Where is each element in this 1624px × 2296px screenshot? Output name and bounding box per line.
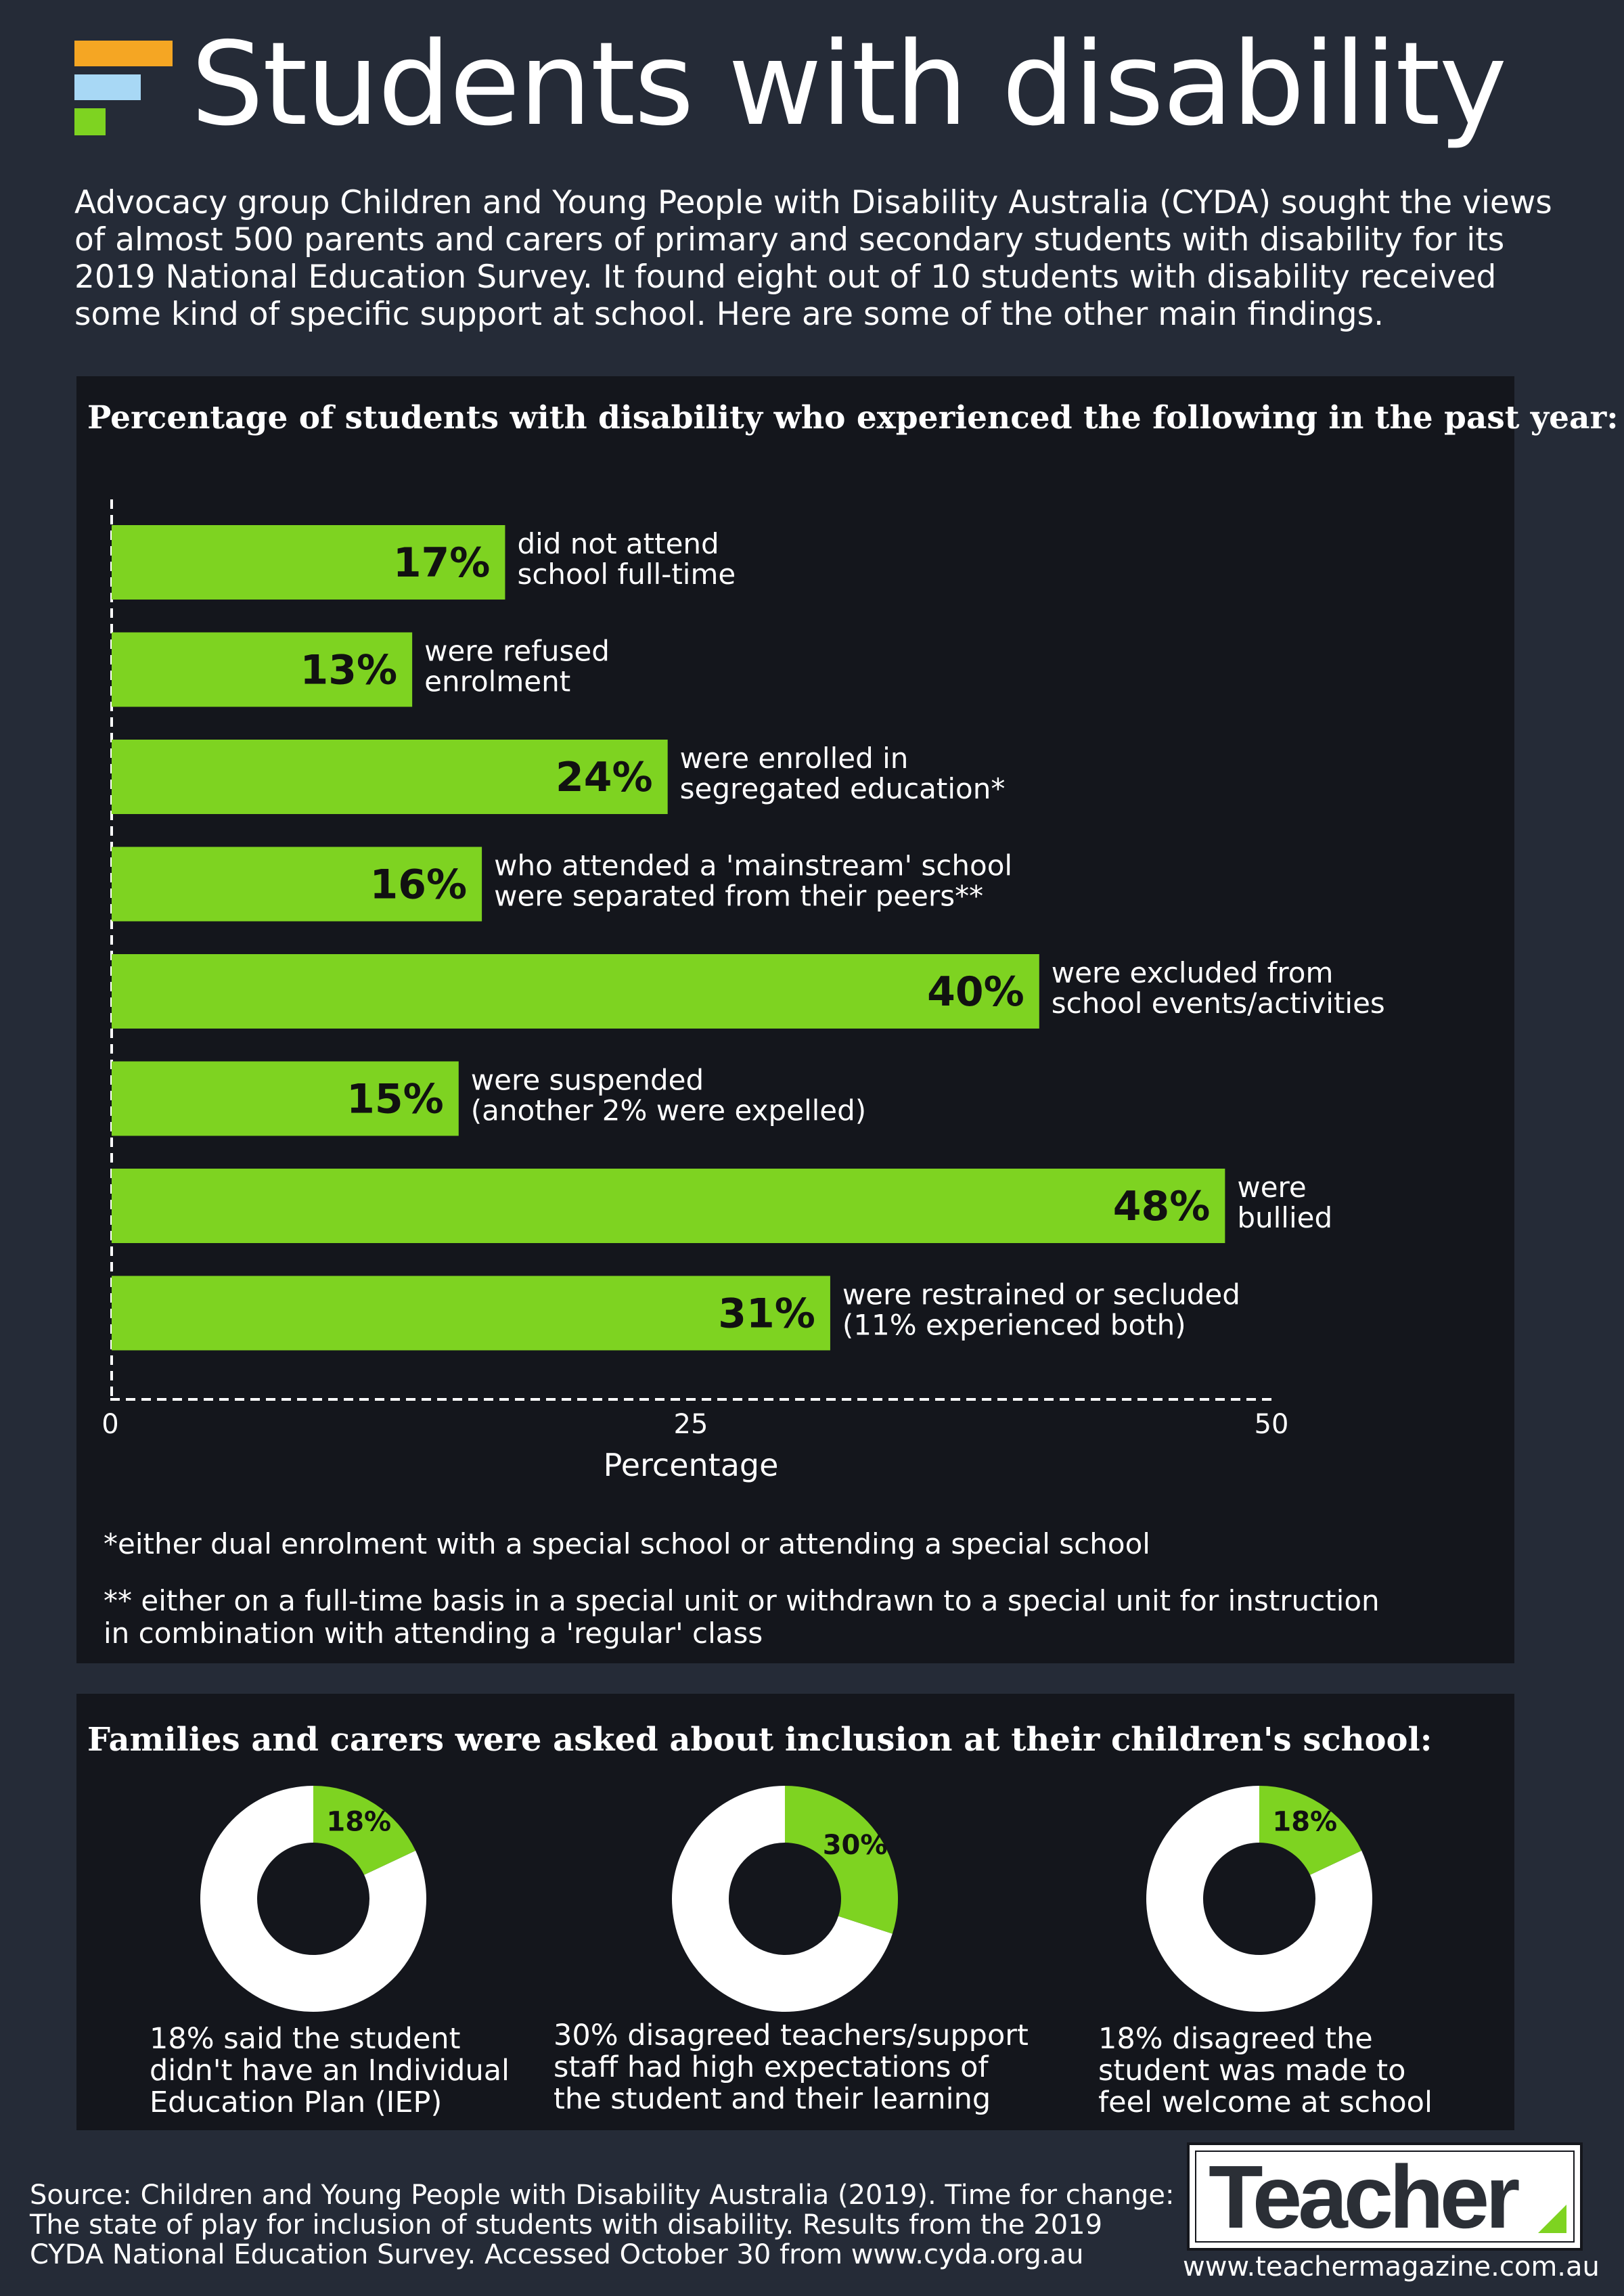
bar-category-label: (11% experienced both) xyxy=(842,1309,1186,1342)
donut-remainder-slice xyxy=(672,1786,893,2012)
bar-category-label: school events/activities xyxy=(1052,987,1385,1020)
footnote-segregated: *either dual enrolment with a special sc… xyxy=(104,1527,1150,1560)
x-tick-label: 50 xyxy=(1255,1409,1289,1440)
bar xyxy=(112,632,413,707)
bar-category-label: bullied xyxy=(1237,1201,1332,1234)
inclusion-panel: Families and carers were asked about inc… xyxy=(76,1694,1514,2130)
x-tick-label: 0 xyxy=(102,1409,118,1440)
bar-category-label: (another 2% were expelled) xyxy=(471,1094,866,1127)
donut-charts: 18% 30% 18% xyxy=(200,1786,1373,2012)
bar-value-label: 48% xyxy=(1113,1183,1211,1230)
bar-chart-title: Percentage of students with disability w… xyxy=(87,399,1619,436)
x-tick-label: 25 xyxy=(674,1409,708,1440)
logo-bar-orange xyxy=(74,41,173,66)
bar-category-label: who attended a 'mainstream' school xyxy=(494,849,1012,882)
donut-value-slice xyxy=(1259,1786,1362,1875)
bar-chart-panel: Percentage of students with disability w… xyxy=(76,376,1619,1663)
bar-category-label: were restrained or secluded xyxy=(842,1278,1240,1311)
bar-category-label: enrolment xyxy=(424,665,570,698)
logo-frame xyxy=(1195,2151,1575,2243)
brand-logo-mark xyxy=(74,41,173,135)
bar-category-label: were enrolled in xyxy=(680,742,909,775)
footnote-separated: ** either on a full-time basis in a spec… xyxy=(104,1584,1380,1650)
logo-bar-green xyxy=(74,108,106,135)
bar-value-label: 16% xyxy=(369,861,467,909)
donut-caption-welcome: 18% disagreed the student was made to fe… xyxy=(1098,2022,1433,2119)
website-url: www.teachermagazine.com.au xyxy=(1183,2251,1600,2282)
bar-value-label: 13% xyxy=(300,647,398,694)
donut-percent-label: 18% xyxy=(1272,1807,1337,1838)
bar xyxy=(112,954,1039,1029)
bar xyxy=(112,525,505,600)
logo-wordmark: Teacher xyxy=(1209,2147,1520,2247)
logo-triangle-icon xyxy=(1538,2205,1566,2233)
bar-value-label: 40% xyxy=(927,968,1024,1016)
bar-value-label: 31% xyxy=(718,1290,815,1338)
donut-caption-expectations: 30% disagreed teachers/support staff had… xyxy=(554,2019,1029,2116)
inclusion-title: Families and carers were asked about inc… xyxy=(87,1721,1433,1759)
donut-caption-iep: 18% said the student didn't have an Indi… xyxy=(150,2022,510,2119)
bar-category-label: school full-time xyxy=(517,558,736,591)
logo-bar-blue xyxy=(74,74,141,100)
bar-category-label: segregated education* xyxy=(680,772,1006,805)
source-citation: Source: Children and Young People with D… xyxy=(30,2180,1175,2270)
donut-remainder-slice xyxy=(200,1786,426,2012)
bar-category-label: were xyxy=(1237,1171,1306,1204)
bar xyxy=(112,847,482,922)
x-axis-title: Percentage xyxy=(604,1447,779,1483)
donut-percent-label: 30% xyxy=(823,1830,888,1861)
bar xyxy=(112,1061,459,1136)
bar-value-label: 24% xyxy=(556,754,653,801)
bar-category-label: were refused xyxy=(424,635,610,668)
bar-value-label: 17% xyxy=(393,539,491,587)
bar-category-label: were separated from their peers** xyxy=(494,880,983,913)
intro-paragraph: Advocacy group Children and Young People… xyxy=(74,184,1552,333)
bar xyxy=(112,740,668,814)
page-title: Students with disability xyxy=(191,18,1507,152)
bar-value-label: 15% xyxy=(346,1076,444,1123)
bar-category-label: were suspended xyxy=(471,1064,704,1097)
bar-category-label: did not attend xyxy=(517,527,719,560)
donut-value-slice xyxy=(785,1786,898,1934)
bar xyxy=(112,1276,830,1351)
donut-percent-label: 18% xyxy=(326,1807,391,1838)
teacher-logo: Teacher xyxy=(1187,2142,1583,2251)
donut-remainder-slice xyxy=(1146,1786,1373,2012)
donut-value-slice xyxy=(313,1786,416,1875)
bar xyxy=(112,1169,1225,1243)
bar-category-label: were excluded from xyxy=(1052,956,1334,989)
